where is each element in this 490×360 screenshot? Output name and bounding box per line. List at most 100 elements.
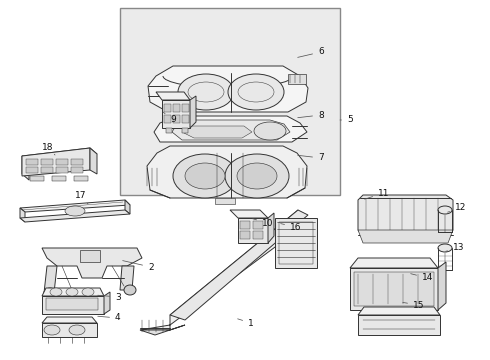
Polygon shape bbox=[125, 200, 130, 214]
Polygon shape bbox=[350, 258, 438, 268]
Ellipse shape bbox=[44, 325, 60, 335]
Ellipse shape bbox=[82, 288, 94, 296]
Polygon shape bbox=[20, 208, 25, 222]
Polygon shape bbox=[190, 96, 196, 128]
Polygon shape bbox=[238, 218, 268, 243]
Bar bbox=[215, 198, 235, 204]
Polygon shape bbox=[42, 288, 104, 296]
Polygon shape bbox=[120, 266, 134, 290]
Text: 10: 10 bbox=[253, 219, 273, 228]
Bar bbox=[71, 167, 83, 173]
Polygon shape bbox=[358, 230, 453, 243]
Polygon shape bbox=[22, 148, 97, 162]
Polygon shape bbox=[140, 325, 185, 335]
Text: 9: 9 bbox=[163, 112, 176, 125]
Ellipse shape bbox=[65, 206, 85, 216]
Bar bbox=[354, 272, 434, 306]
Polygon shape bbox=[162, 100, 190, 128]
Polygon shape bbox=[20, 210, 130, 222]
Polygon shape bbox=[20, 200, 130, 212]
Ellipse shape bbox=[225, 154, 289, 198]
Bar bbox=[279, 222, 313, 264]
Ellipse shape bbox=[173, 154, 237, 198]
Bar bbox=[56, 167, 68, 173]
Bar bbox=[120, 8, 340, 195]
Bar bbox=[26, 167, 38, 173]
Ellipse shape bbox=[44, 288, 56, 298]
Ellipse shape bbox=[438, 206, 452, 214]
Bar bbox=[358, 315, 440, 335]
Text: 5: 5 bbox=[340, 116, 353, 125]
Bar bbox=[41, 167, 53, 173]
Text: 1: 1 bbox=[238, 319, 254, 328]
Text: 4: 4 bbox=[98, 314, 121, 323]
Ellipse shape bbox=[178, 74, 234, 110]
Bar bbox=[46, 298, 98, 310]
Text: 14: 14 bbox=[411, 274, 433, 283]
Polygon shape bbox=[42, 248, 142, 278]
Bar bbox=[26, 159, 38, 165]
Bar bbox=[41, 159, 53, 165]
Bar bbox=[173, 104, 180, 112]
Text: 15: 15 bbox=[403, 301, 424, 310]
Polygon shape bbox=[147, 146, 307, 198]
Polygon shape bbox=[230, 210, 268, 218]
Bar bbox=[182, 128, 188, 133]
Text: 3: 3 bbox=[98, 292, 121, 302]
Polygon shape bbox=[172, 120, 290, 140]
Bar bbox=[182, 115, 189, 123]
Polygon shape bbox=[148, 66, 308, 112]
Text: 7: 7 bbox=[298, 153, 324, 162]
Bar bbox=[164, 104, 171, 112]
Bar bbox=[30, 176, 44, 181]
Polygon shape bbox=[90, 148, 97, 174]
Bar bbox=[42, 323, 97, 337]
Ellipse shape bbox=[237, 163, 277, 189]
Polygon shape bbox=[358, 195, 453, 237]
Polygon shape bbox=[140, 210, 298, 330]
Polygon shape bbox=[350, 268, 438, 310]
Bar bbox=[71, 159, 83, 165]
Polygon shape bbox=[104, 292, 110, 314]
Polygon shape bbox=[268, 213, 274, 243]
Text: 17: 17 bbox=[75, 192, 88, 204]
Ellipse shape bbox=[124, 285, 136, 295]
Text: 6: 6 bbox=[298, 48, 324, 57]
Polygon shape bbox=[438, 262, 446, 310]
Text: 13: 13 bbox=[446, 243, 465, 252]
Bar bbox=[52, 176, 66, 181]
Bar bbox=[74, 176, 88, 181]
Bar bbox=[240, 231, 250, 239]
Polygon shape bbox=[358, 307, 440, 315]
Ellipse shape bbox=[254, 122, 286, 140]
Text: 2: 2 bbox=[122, 261, 154, 271]
Bar bbox=[164, 115, 171, 123]
Bar bbox=[288, 74, 306, 84]
Ellipse shape bbox=[438, 244, 452, 252]
Ellipse shape bbox=[50, 288, 62, 296]
Bar bbox=[80, 250, 100, 262]
Polygon shape bbox=[44, 266, 57, 293]
Bar bbox=[275, 218, 317, 268]
Polygon shape bbox=[22, 148, 90, 176]
Ellipse shape bbox=[228, 74, 284, 110]
Bar bbox=[166, 128, 172, 133]
Bar bbox=[253, 221, 263, 229]
Polygon shape bbox=[182, 126, 252, 138]
Polygon shape bbox=[154, 116, 307, 142]
Polygon shape bbox=[22, 156, 29, 180]
Text: 11: 11 bbox=[365, 189, 390, 199]
Bar bbox=[42, 296, 104, 314]
Bar bbox=[240, 221, 250, 229]
Text: 8: 8 bbox=[298, 111, 324, 120]
Polygon shape bbox=[156, 92, 190, 100]
Bar bbox=[253, 231, 263, 239]
Text: 12: 12 bbox=[448, 203, 466, 212]
Bar bbox=[56, 159, 68, 165]
Text: 18: 18 bbox=[42, 143, 55, 155]
Ellipse shape bbox=[66, 288, 78, 296]
Polygon shape bbox=[170, 210, 308, 320]
Bar bbox=[182, 104, 189, 112]
Ellipse shape bbox=[185, 163, 225, 189]
Text: 16: 16 bbox=[281, 222, 301, 231]
